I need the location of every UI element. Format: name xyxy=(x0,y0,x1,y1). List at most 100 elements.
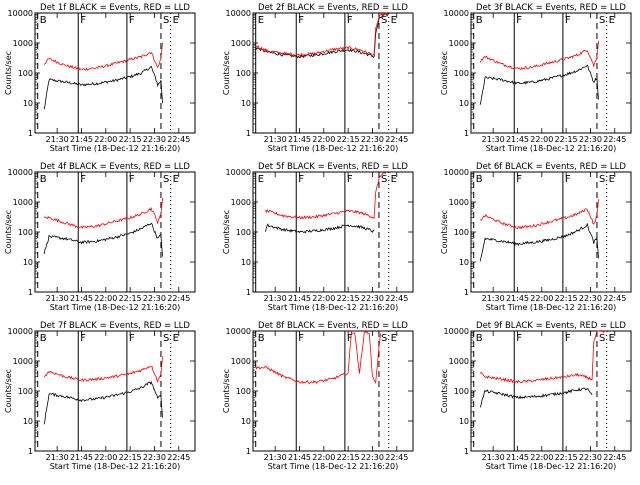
panel-det-8: Det 8f BLACK = Events, RED = LLD 1 10 100 10… xyxy=(222,321,414,471)
x-tick-label: 21:30 xyxy=(482,453,505,462)
y-tick-label: 1000 xyxy=(13,198,33,207)
marker-label: B xyxy=(40,174,47,185)
marker-label: E xyxy=(609,15,615,26)
series-events-line xyxy=(43,380,163,425)
x-tick-label: 22:45 xyxy=(167,453,190,462)
marker-label: F xyxy=(565,333,571,344)
marker-label: F xyxy=(347,333,353,344)
x-tick-label: 22:15 xyxy=(555,294,578,303)
y-tick-label: 10 xyxy=(459,258,469,267)
x-tick-label: 22:15 xyxy=(555,135,578,144)
x-axis-label: Start Time (18-Dec-12 21:16:20) xyxy=(268,303,399,312)
y-tick-label: 1 xyxy=(464,288,469,297)
x-axis-label: Start Time (18-Dec-12 21:16:20) xyxy=(268,144,399,153)
y-tick-label: 10000 xyxy=(226,327,251,336)
y-tick-label: 1 xyxy=(28,129,33,138)
y-tick-label: 10 xyxy=(241,99,251,108)
x-tick-label: 21:45 xyxy=(288,135,311,144)
series-events-line xyxy=(265,223,375,234)
x-tick-label: 22:30 xyxy=(143,453,166,462)
y-tick-label: 1000 xyxy=(231,39,251,48)
y-tick-label: 10 xyxy=(241,417,251,426)
marker-label: B xyxy=(258,333,265,344)
x-tick-label: 21:30 xyxy=(482,294,505,303)
y-tick-label: 1000 xyxy=(231,357,251,366)
y-tick-label: 100 xyxy=(18,228,33,237)
y-tick-label: 1000 xyxy=(449,357,469,366)
marker-label: E xyxy=(391,174,397,185)
marker-label: E xyxy=(609,174,615,185)
x-tick-label: 21:45 xyxy=(70,294,93,303)
x-axis-label: Start Time (18-Dec-12 21:16:20) xyxy=(486,462,617,471)
x-tick-label: 21:30 xyxy=(46,453,69,462)
x-axis-label: Start Time (18-Dec-12 21:16:20) xyxy=(50,303,181,312)
x-tick-label: 22:15 xyxy=(337,135,360,144)
marker-label: F xyxy=(129,174,135,185)
marker-label: B xyxy=(476,15,483,26)
series-lld-line xyxy=(479,40,599,70)
x-tick-label: 22:15 xyxy=(337,294,360,303)
x-tick-label: 21:45 xyxy=(506,294,529,303)
panel-title: Det 3f BLACK = Events, RED = LLD xyxy=(476,3,626,13)
marker-label: E xyxy=(173,174,179,185)
marker-label: F xyxy=(516,174,522,185)
y-tick-label: 10 xyxy=(459,417,469,426)
y-tick-label: 10000 xyxy=(8,9,33,18)
marker-label: F xyxy=(298,333,304,344)
x-tick-label: 22:15 xyxy=(337,453,360,462)
y-tick-label: 1 xyxy=(246,129,251,138)
y-tick-label: 1000 xyxy=(449,39,469,48)
y-tick-label: 1 xyxy=(246,288,251,297)
x-tick-label: 22:45 xyxy=(167,135,190,144)
marker-label: S xyxy=(599,15,605,26)
y-axis-label: Counts/sec xyxy=(4,210,13,254)
x-tick-label: 22:30 xyxy=(143,294,166,303)
marker-label: F xyxy=(565,174,571,185)
x-tick-label: 22:00 xyxy=(94,135,117,144)
series-events-line xyxy=(255,13,389,59)
panel-title: Det 2f BLACK = Events, RED = LLD xyxy=(258,3,408,13)
marker-label: F xyxy=(80,15,86,26)
y-tick-label: 10 xyxy=(23,258,33,267)
panel-title: Det 8f BLACK = Events, RED = LLD xyxy=(258,321,408,331)
y-tick-label: 1 xyxy=(246,447,251,456)
marker-label: B xyxy=(40,15,47,26)
y-tick-label: 1000 xyxy=(13,39,33,48)
y-tick-label: 1 xyxy=(28,288,33,297)
y-tick-label: 10000 xyxy=(8,168,33,177)
x-tick-label: 22:15 xyxy=(555,453,578,462)
x-tick-label: 22:15 xyxy=(119,135,142,144)
x-tick-label: 22:30 xyxy=(361,294,384,303)
x-tick-label: 21:45 xyxy=(506,453,529,462)
x-tick-label: 22:30 xyxy=(361,135,384,144)
series-events-line xyxy=(479,64,599,105)
series-lld-line xyxy=(265,170,389,220)
marker-label: B xyxy=(476,174,483,185)
y-tick-label: 100 xyxy=(454,387,469,396)
series-lld-line xyxy=(43,197,163,230)
marker-label: B xyxy=(40,333,47,344)
y-tick-label: 10000 xyxy=(226,9,251,18)
series-lld-line xyxy=(43,42,163,71)
series-lld-line xyxy=(255,11,389,58)
marker-label: E xyxy=(173,333,179,344)
series-lld-line xyxy=(43,356,163,383)
x-tick-label: 22:30 xyxy=(579,453,602,462)
series-events-line xyxy=(43,222,163,257)
x-tick-label: 22:00 xyxy=(94,294,117,303)
y-axis-label: Counts/sec xyxy=(222,51,231,95)
y-tick-label: 10000 xyxy=(444,168,469,177)
x-tick-label: 22:15 xyxy=(119,453,142,462)
x-axis-label: Start Time (18-Dec-12 21:16:20) xyxy=(486,144,617,153)
panel-title: Det 4f BLACK = Events, RED = LLD xyxy=(40,162,190,172)
series-lld-line xyxy=(479,199,599,230)
y-axis-label: Counts/sec xyxy=(4,369,13,413)
x-tick-label: 22:30 xyxy=(579,294,602,303)
marker-label: F xyxy=(298,15,304,26)
y-tick-label: 1000 xyxy=(449,198,469,207)
y-tick-label: 100 xyxy=(236,387,251,396)
marker-label: F xyxy=(347,15,353,26)
series-lld-line xyxy=(255,330,381,385)
x-tick-label: 22:00 xyxy=(530,135,553,144)
